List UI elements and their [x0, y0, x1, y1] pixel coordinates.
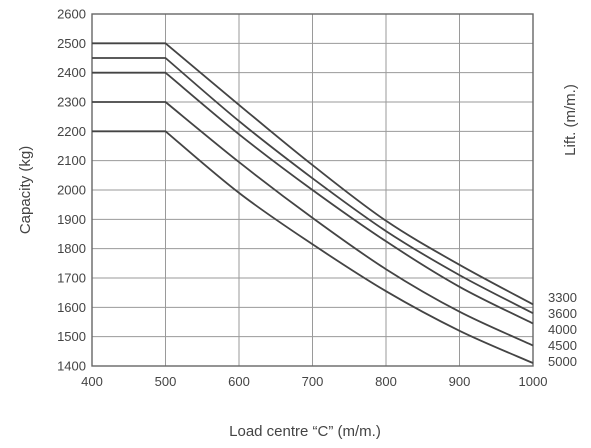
lift-label: 3300: [548, 290, 577, 305]
y-tick-label: 1900: [57, 212, 86, 227]
y-tick-label: 2600: [57, 7, 86, 22]
capacity-curve-4000: [92, 71, 534, 325]
lift-label: 3600: [548, 306, 577, 321]
x-tick-label: 700: [302, 374, 324, 389]
lift-label: 5000: [548, 354, 577, 369]
y-axis-title: Capacity (kg): [17, 146, 34, 234]
capacity-curve-5000: [92, 130, 534, 364]
capacity-curve-4500: [92, 101, 534, 347]
y-tick-label: 2400: [57, 65, 86, 80]
x-axis-title: Load centre “C” (m/m.): [229, 423, 381, 440]
lift-label: 4500: [548, 338, 577, 353]
y-tick-label: 2000: [57, 183, 86, 198]
x-tick-label: 800: [375, 374, 397, 389]
x-axis-ticks: 400 500 600 700 800 900 1000: [81, 374, 547, 389]
y-tick-label: 1600: [57, 300, 86, 315]
y-tick-label: 2100: [57, 153, 86, 168]
y-tick-label: 1500: [57, 329, 86, 344]
x-tick-label: 600: [228, 374, 250, 389]
y-axis-ticks: 1400 1500 1600 1700 1800 1900 2000 2100 2200 2300…: [57, 7, 86, 374]
y-tick-label: 1800: [57, 241, 86, 256]
capacity-curve-3300: [92, 42, 534, 306]
x-tick-label: 500: [155, 374, 177, 389]
x-tick-label: 400: [81, 374, 103, 389]
lift-label: 4000: [548, 322, 577, 337]
capacity-curves: [92, 42, 534, 364]
y-tick-label: 2300: [57, 95, 86, 110]
y-tick-label: 1700: [57, 271, 86, 286]
secondary-axis-title: Lift. (m/m.): [562, 84, 579, 156]
y-tick-label: 2200: [57, 124, 86, 139]
y-tick-label: 1400: [57, 359, 86, 374]
x-tick-label: 1000: [519, 374, 548, 389]
x-tick-label: 900: [449, 374, 471, 389]
capacity-curve-3600: [92, 57, 534, 314]
y-tick-label: 2500: [57, 36, 86, 51]
plot-frame: [91, 13, 534, 367]
